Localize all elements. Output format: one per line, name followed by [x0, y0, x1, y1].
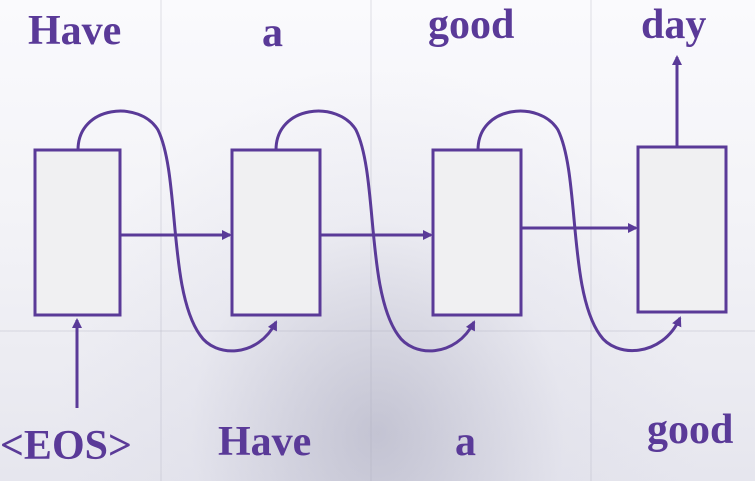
input-label-1: <EOS>: [0, 423, 132, 469]
feedback-loop-2: [274, 109, 476, 353]
output-label-4: day: [641, 2, 707, 48]
input-label-3: a: [455, 419, 476, 465]
rnn-cell-4: [636, 145, 728, 314]
feedback-loop-1: [76, 109, 278, 353]
feedback-loop-3: [476, 109, 682, 353]
output-label-1: Have: [28, 8, 122, 54]
output-label-3: good: [428, 2, 515, 48]
background-decoration: [160, 0, 162, 481]
rnn-cell-1: [33, 148, 122, 317]
background-decoration: [370, 0, 372, 481]
rnn-cell-2: [230, 148, 322, 317]
output-label-2: a: [262, 10, 283, 56]
background-decoration: [590, 0, 592, 481]
rnn-cell-3: [431, 148, 523, 317]
background-decoration: [0, 330, 755, 332]
input-label-2: Have: [218, 419, 312, 465]
input-label-4: good: [647, 407, 734, 453]
